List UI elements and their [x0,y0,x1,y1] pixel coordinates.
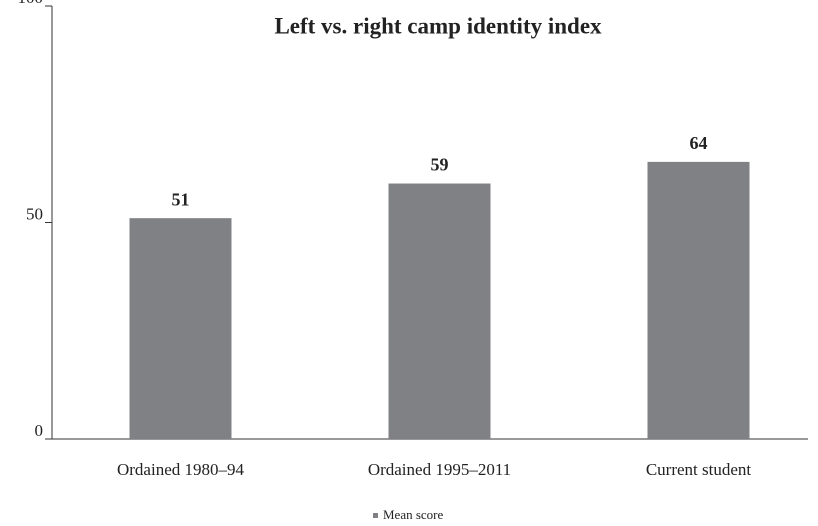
legend-swatch [373,513,378,518]
value-label: 51 [172,189,190,209]
y-tick-label: 50 [26,204,43,223]
bar [129,218,232,439]
chart-title: Left vs. right camp identity index [274,13,602,38]
value-label: 59 [431,155,449,175]
x-tick-label: Ordained 1995–2011 [368,460,511,479]
value-label: 64 [690,133,708,153]
y-tick-label: 0 [35,421,44,440]
bar [388,183,491,439]
legend-label: Mean score [383,507,444,522]
bar [647,161,750,439]
x-tick-label: Current student [646,460,752,479]
y-tick-label: 100 [18,0,44,7]
x-tick-label: Ordained 1980–94 [117,460,245,479]
